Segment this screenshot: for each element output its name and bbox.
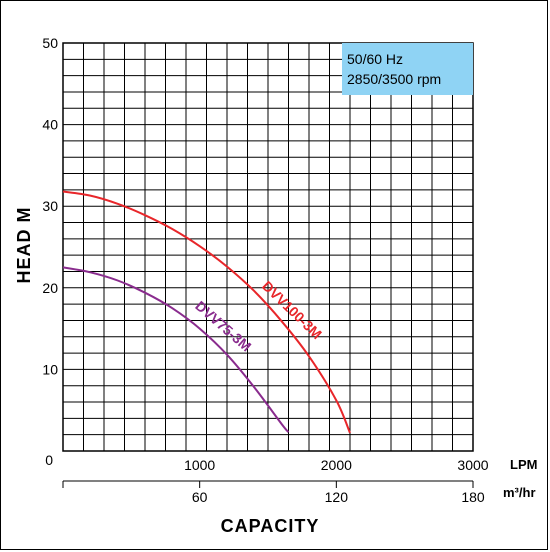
x-tick-label: 3000: [457, 457, 488, 473]
curve-dvv75-3m: [62, 266, 290, 433]
secondary-tick-label: 60: [192, 489, 208, 505]
x-tick-label: 2000: [321, 457, 352, 473]
info-speed: 2850/3500 rpm: [347, 71, 441, 87]
secondary-tick-label: 120: [325, 489, 349, 505]
y-axis-title: HEAD M: [14, 207, 34, 284]
y-tick-label: 0: [45, 452, 53, 468]
x-axis-title: CAPACITY: [221, 516, 320, 536]
info-frequency: 50/60 Hz: [347, 51, 403, 67]
curve-dvv100-3m: [62, 190, 351, 434]
y-tick-label: 30: [42, 198, 58, 214]
y-tick-label: 40: [42, 117, 58, 133]
y-tick-label: 10: [42, 361, 58, 377]
x-tick-label: 1000: [184, 457, 215, 473]
y-tick-label: 20: [42, 280, 58, 296]
info-box: 50/60 Hz 2850/3500 rpm: [342, 43, 473, 95]
secondary-x-axis: 60 120 180: [62, 480, 485, 505]
chart-grid: [63, 43, 473, 451]
curve-labels: DVV100-3M DVV75-3M: [192, 278, 325, 355]
x-tick-labels-lpm: 1000 2000 3000: [184, 457, 489, 473]
curve-label-dvv75: DVV75-3M: [192, 298, 254, 355]
y-tick-labels: 0 10 20 30 40 50: [42, 35, 58, 468]
y-tick-label: 50: [42, 35, 58, 51]
info-box-background: [342, 43, 473, 95]
secondary-tick-label: 180: [461, 489, 485, 505]
performance-curves: [62, 190, 351, 434]
plot-area-border: [62, 42, 474, 452]
x-unit-lpm: LPM: [510, 457, 537, 472]
x-unit-m3hr: m³/hr: [503, 485, 536, 500]
